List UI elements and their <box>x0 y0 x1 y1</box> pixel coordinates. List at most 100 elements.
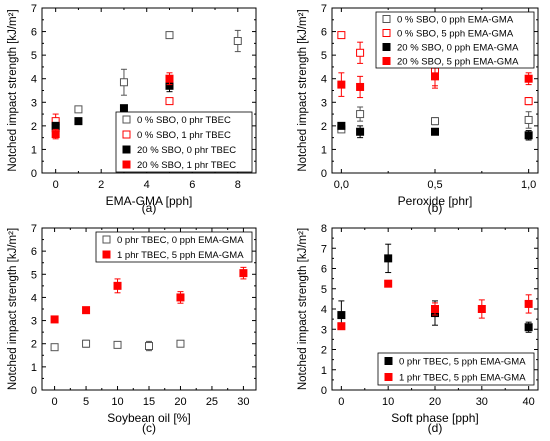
legend-label: 0 % SBO, 0 phr TBEC <box>137 115 231 126</box>
data-point <box>165 74 174 83</box>
data-point <box>431 72 439 81</box>
y-tick-label: 1 <box>31 362 37 374</box>
data-point <box>356 48 365 57</box>
x-tick-label: 6 <box>189 179 195 191</box>
x-axis-label: Soybean oil [%] <box>107 411 190 425</box>
data-point <box>74 105 83 114</box>
y-tick-label: 0 <box>31 168 37 180</box>
x-axis-label: EMA-GMA [pph] <box>106 194 193 208</box>
data-point <box>74 117 83 126</box>
data-point <box>524 74 533 83</box>
legend-label: 0 % SBO, 1 phr TBEC <box>137 130 231 141</box>
data-point <box>337 311 346 320</box>
data-point <box>431 305 439 313</box>
data-point <box>82 306 91 315</box>
y-tick-label: 6 <box>321 27 327 39</box>
data-point <box>524 323 533 332</box>
panel-caption: (c) <box>142 421 156 435</box>
y-tick-label: 4 <box>321 74 327 86</box>
legend-label: 0 % SBO, 0 pph EMA-GMA <box>397 15 514 26</box>
x-axis-label: Peroxide [phr] <box>398 194 473 208</box>
legend-label: 1 phr TBEC, 5 pph EMA-GMA <box>117 250 244 261</box>
series-2 <box>50 266 248 324</box>
y-tick-label: 5 <box>31 50 37 62</box>
x-tick-label: 4 <box>144 179 150 191</box>
data-point <box>165 31 174 40</box>
x-tick-label: 0 <box>338 396 344 408</box>
x-tick-label: 1,0 <box>521 179 536 191</box>
data-point <box>477 305 486 313</box>
data-point <box>113 340 122 349</box>
data-point <box>431 127 439 136</box>
x-tick-label: 0,5 <box>427 179 442 191</box>
y-tick-label: 2 <box>321 345 327 357</box>
x-axis-label: Soft phase [pph] <box>391 411 478 425</box>
data-point <box>337 322 346 331</box>
legend-marker <box>384 357 393 365</box>
x-tick-label: 8 <box>235 179 241 191</box>
y-tick-label: 1 <box>321 365 327 377</box>
y-tick-label: 2 <box>31 339 37 351</box>
y-tick-label: 5 <box>321 284 327 296</box>
y-tick-label: 5 <box>31 269 37 281</box>
panel-caption: (d) <box>428 421 443 435</box>
x-tick-label: 30 <box>237 396 249 408</box>
x-tick-label: 25 <box>206 396 218 408</box>
data-point <box>356 110 365 119</box>
legend-marker <box>122 160 131 169</box>
y-tick-label: 2 <box>31 121 37 133</box>
data-point <box>384 254 393 263</box>
y-tick-label: 2 <box>321 121 327 133</box>
data-point <box>145 342 153 351</box>
x-tick-label: 0,0 <box>334 179 349 191</box>
legend-label: 0 % SBO, 5 pph EMA-GMA <box>397 29 514 40</box>
series-1 <box>50 339 185 352</box>
series-1 <box>337 243 533 333</box>
legend: 0 phr TBEC, 0 pph EMA-GMA 1 phr TBEC, 5 p… <box>95 231 253 263</box>
x-tick-label: 10 <box>382 396 394 408</box>
legend-marker <box>384 373 393 381</box>
legend-label: 20 % SBO, 0 pph EMA-GMA <box>397 43 519 54</box>
series-2 <box>337 279 533 331</box>
legend-marker <box>382 43 391 51</box>
y-tick-label: 7 <box>31 223 37 235</box>
y-tick-label: 8 <box>321 223 327 235</box>
x-tick-label: 15 <box>143 396 155 408</box>
y-tick-label: 4 <box>31 74 37 86</box>
legend-marker <box>102 235 111 244</box>
legend-marker <box>382 15 391 23</box>
y-tick-label: 4 <box>321 304 327 316</box>
data-point <box>82 339 91 348</box>
data-point <box>51 130 60 139</box>
y-tick-label: 4 <box>31 292 37 304</box>
panel-1: 0 1 2 3 4 5 6 7 0 2 4 6 8 EMA-GMA [pph] Notched impact… <box>7 3 257 215</box>
data-point <box>119 104 128 113</box>
series-4 <box>51 72 174 140</box>
data-point <box>165 97 174 106</box>
legend-box <box>115 111 253 173</box>
series-3 <box>337 121 533 141</box>
y-tick-label: 3 <box>321 324 327 336</box>
x-tick-label: 30 <box>476 396 488 408</box>
data-point <box>524 299 533 308</box>
panel-4: 0 1 2 3 4 5 6 7 8 0 10 20 30 40 Soft phase [pph] Notche… <box>297 223 539 435</box>
legend-label: 20 % SBO, 0 phr TBEC <box>137 145 236 156</box>
data-point <box>524 97 533 106</box>
data-point <box>384 279 393 288</box>
legend-marker <box>122 130 131 139</box>
data-point <box>176 293 185 302</box>
y-axis-label: Notched impact strength [kJ/m²] <box>7 228 19 390</box>
legend-label: 20 % SBO, 5 pph EMA-GMA <box>397 57 519 68</box>
legend-marker <box>122 145 131 154</box>
x-tick-label: 20 <box>174 396 186 408</box>
data-point <box>356 82 365 91</box>
data-point <box>233 37 242 45</box>
legend-label: 0 phr TBEC, 0 pph EMA-GMA <box>117 235 244 246</box>
legend-marker <box>122 115 131 124</box>
series-4 <box>337 64 533 99</box>
panel-caption: (a) <box>142 201 157 215</box>
data-point <box>356 127 365 136</box>
y-tick-label: 3 <box>31 316 37 328</box>
legend-box <box>375 11 535 69</box>
